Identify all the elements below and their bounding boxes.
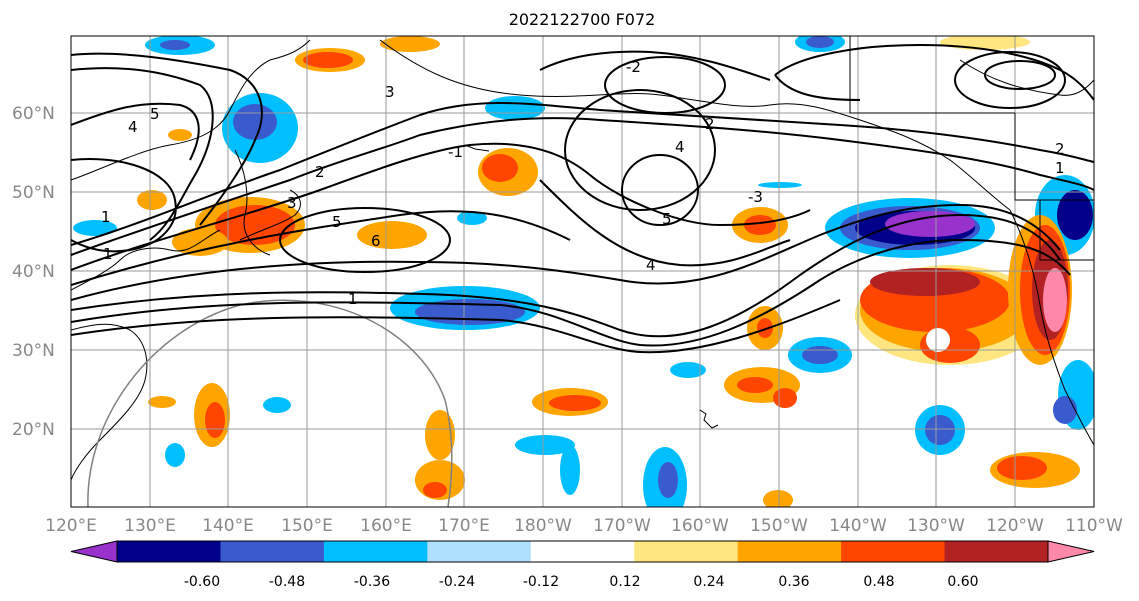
lat-label: 60°N	[12, 104, 55, 124]
colorbar-segment	[323, 541, 428, 562]
contour-labels: 5 4 3 2 1 5 4 3 2 1 -1 -2 -3 4 5 6 1 2 1	[101, 58, 1065, 308]
colorbar-segment	[530, 541, 635, 562]
colorbar-tick-label: 0.36	[778, 574, 809, 590]
latitude-labels: 60°N 50°N 40°N 30°N 20°N	[12, 104, 55, 440]
colorbar-tick-label: 0.12	[609, 574, 640, 590]
contour-label: 1	[103, 245, 113, 263]
lon-label: 160°E	[360, 516, 412, 536]
contour-label: 4	[646, 256, 656, 274]
lat-label: 30°N	[12, 341, 55, 361]
lon-label: 120°W	[986, 516, 1044, 536]
colorbar-tick-label: -0.12	[523, 574, 559, 590]
colorbar-segment	[841, 541, 946, 562]
colorbar-extend-min	[70, 540, 118, 563]
map-border	[70, 35, 1095, 508]
contour-label: 2	[1055, 140, 1065, 158]
colorbar-segment	[634, 541, 739, 562]
colorbar-segment	[737, 541, 842, 562]
lon-label: 170°W	[593, 516, 651, 536]
contour-label: 2	[315, 163, 325, 181]
colorbar-tick-label: -0.36	[354, 574, 390, 590]
shaded-anomalies	[73, 36, 1094, 507]
contour-label: -3	[748, 188, 763, 206]
contour-label: 1	[101, 208, 111, 226]
contour-label: -2	[626, 58, 641, 76]
colorbar-border	[116, 540, 1049, 563]
lon-label: 180°W	[514, 516, 572, 536]
colorbar-segment	[220, 541, 325, 562]
colorbar-tick-label: 0.48	[863, 574, 894, 590]
contour-label: 2	[705, 115, 715, 133]
lon-label: 160°W	[671, 516, 729, 536]
lat-label: 40°N	[12, 262, 55, 282]
contour-label: 4	[675, 138, 685, 156]
contour-label: 3	[287, 194, 297, 212]
colorbar-tick-label: -0.60	[184, 574, 220, 590]
lon-label: 150°E	[281, 516, 333, 536]
colorbar-tick-label: 0.60	[947, 574, 978, 590]
contour-label: -1	[448, 143, 463, 161]
lat-label: 20°N	[12, 420, 55, 440]
contour-label: 1	[348, 290, 358, 308]
lon-label: 130°E	[124, 516, 176, 536]
lon-label: 140°E	[202, 516, 254, 536]
lon-label: 170°E	[438, 516, 490, 536]
contour-label: 3	[385, 83, 395, 101]
contour-label: 6	[371, 232, 381, 250]
lon-label: 110°W	[1065, 516, 1123, 536]
height-contours	[71, 43, 1094, 354]
colorbar-segment	[944, 541, 1049, 562]
lon-label: 120°E	[45, 516, 97, 536]
colorbar-segment	[427, 541, 532, 562]
contour-label: 4	[128, 118, 138, 136]
lat-label: 50°N	[12, 183, 55, 203]
longitude-labels: 120°E 130°E 140°E 150°E 160°E 170°E 180°…	[45, 516, 1123, 536]
contour-label: 5	[150, 105, 160, 123]
colorbar-extend-max	[1047, 540, 1095, 563]
map-title: 2022122700 F072	[508, 10, 656, 29]
colorbar-tick-labels: -0.60 -0.48 -0.36 -0.24 -0.12 0.12 0.24 …	[184, 574, 979, 590]
colorbar-tick-label: -0.48	[269, 574, 305, 590]
lon-label: 150°W	[750, 516, 808, 536]
lon-label: 140°W	[829, 516, 887, 536]
contour-label: 1	[1055, 159, 1065, 177]
colorbar-segment	[117, 541, 221, 562]
contour-label: 5	[332, 213, 342, 231]
colorbar	[70, 540, 1095, 563]
lon-label: 130°W	[907, 516, 965, 536]
contour-label: 5	[662, 210, 672, 228]
colorbar-tick-label: -0.24	[439, 574, 475, 590]
colorbar-tick-label: 0.24	[693, 574, 724, 590]
map-area: 5 4 3 2 1 5 4 3 2 1 -1 -2 -3 4 5 6 1 2 1	[71, 36, 1094, 507]
